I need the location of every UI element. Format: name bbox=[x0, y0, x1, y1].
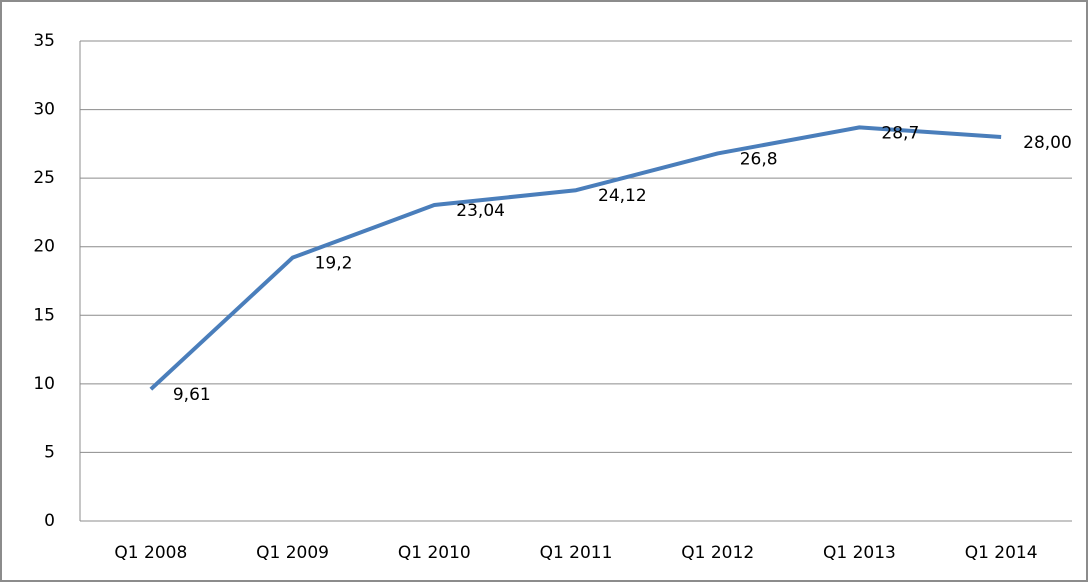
y-tick-label: 5 bbox=[44, 442, 55, 462]
y-tick-label: 25 bbox=[33, 168, 55, 188]
data-label: 28,7 bbox=[881, 123, 919, 143]
data-label: 24,12 bbox=[598, 186, 647, 206]
data-label: 9,61 bbox=[173, 385, 211, 405]
line-series bbox=[149, 125, 1002, 391]
x-tick-label: Q1 2013 bbox=[823, 543, 896, 563]
x-tick-label: Q1 2009 bbox=[256, 543, 329, 563]
data-label: 26,8 bbox=[740, 149, 778, 169]
y-tick-label: 10 bbox=[33, 374, 55, 394]
y-tick-label: 35 bbox=[33, 31, 55, 51]
x-tick-label: Q1 2011 bbox=[540, 543, 613, 563]
data-label: 23,04 bbox=[456, 201, 505, 221]
x-tick-label: Q1 2008 bbox=[114, 543, 187, 563]
y-tick-label: 30 bbox=[33, 100, 55, 120]
y-tick-label: 0 bbox=[44, 511, 55, 531]
data-label: 28,00 bbox=[1023, 133, 1072, 153]
data-label: 19,2 bbox=[315, 254, 353, 274]
x-tick-label: Q1 2012 bbox=[681, 543, 754, 563]
y-tick-label: 15 bbox=[33, 305, 55, 325]
y-tick-label: 20 bbox=[33, 237, 55, 257]
x-tick-label: Q1 2010 bbox=[398, 543, 471, 563]
x-tick-label: Q1 2014 bbox=[965, 543, 1038, 563]
